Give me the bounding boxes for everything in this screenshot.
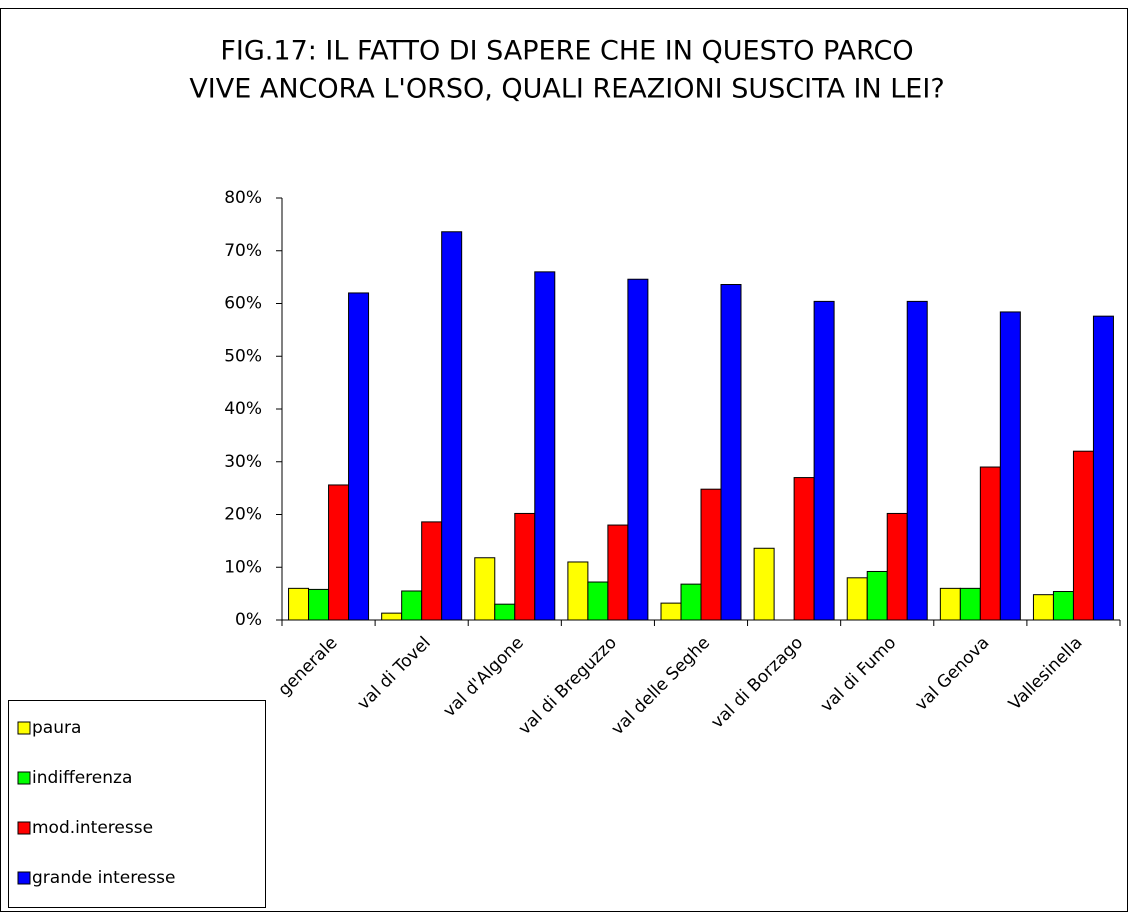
bar	[846, 577, 868, 621]
bar	[999, 311, 1021, 621]
bar	[866, 570, 888, 621]
x-tick-label: val delle Seghe	[608, 633, 714, 739]
bar	[1072, 450, 1094, 621]
bar	[1052, 591, 1074, 621]
bar	[979, 466, 1001, 621]
bar	[793, 477, 815, 621]
chart-title: FIG.17: IL FATTO DI SAPERE CHE IN QUESTO…	[220, 36, 913, 67]
bar	[308, 588, 330, 621]
legend-label: mod.interesse	[32, 818, 153, 838]
bar	[381, 612, 403, 621]
x-tick-label: generale	[274, 633, 341, 700]
legend-swatch	[17, 821, 31, 835]
y-tick-label: 20%	[224, 505, 262, 525]
bar	[939, 587, 961, 621]
y-tick-label: 70%	[224, 241, 262, 261]
legend-label: grande interesse	[32, 868, 176, 888]
bar	[700, 488, 722, 621]
bar	[720, 284, 742, 621]
legend-swatch	[17, 721, 31, 735]
y-tick-label: 80%	[224, 188, 262, 208]
bar	[567, 561, 589, 621]
bar	[607, 524, 629, 621]
bar	[421, 521, 443, 621]
x-tick-label: val di Breguzzo	[515, 633, 621, 739]
legend-box	[8, 700, 266, 908]
y-tick-label: 30%	[224, 452, 262, 472]
y-tick-label: 50%	[224, 346, 262, 366]
bar	[348, 292, 370, 621]
x-tick-label: val d'Algone	[440, 633, 528, 721]
bar	[813, 300, 835, 621]
y-tick-label: 0%	[235, 610, 262, 630]
x-tick-label: val di Fumo	[817, 633, 901, 717]
bar	[288, 587, 310, 621]
bar	[627, 278, 649, 621]
x-tick-label: Vallesinella	[1005, 633, 1087, 715]
bar	[401, 590, 423, 621]
legend-swatch	[17, 871, 31, 885]
bar	[680, 583, 702, 621]
bar	[474, 557, 496, 621]
bar	[534, 271, 556, 621]
y-tick-label: 60%	[224, 294, 262, 314]
legend-swatch	[17, 771, 31, 785]
bar	[328, 484, 350, 621]
bar	[753, 547, 775, 621]
bar	[886, 512, 908, 621]
legend-label: paura	[32, 718, 81, 738]
x-tick-label: val Genova	[911, 633, 993, 715]
x-tick-label: val di Borzago	[707, 633, 807, 733]
bar	[906, 300, 928, 621]
y-tick-label: 40%	[224, 399, 262, 419]
bar	[587, 581, 609, 621]
bar	[514, 512, 536, 621]
bar	[494, 603, 516, 621]
bar	[959, 587, 981, 621]
chart-title: VIVE ANCORA L'ORSO, QUALI REAZIONI SUSCI…	[189, 74, 944, 105]
bar	[1032, 594, 1054, 621]
x-tick-label: val di Tovel	[354, 633, 435, 714]
bar	[660, 602, 682, 621]
legend-label: indifferenza	[32, 768, 132, 788]
bar	[441, 231, 463, 621]
y-tick-label: 10%	[224, 557, 262, 577]
bar	[1092, 315, 1114, 621]
